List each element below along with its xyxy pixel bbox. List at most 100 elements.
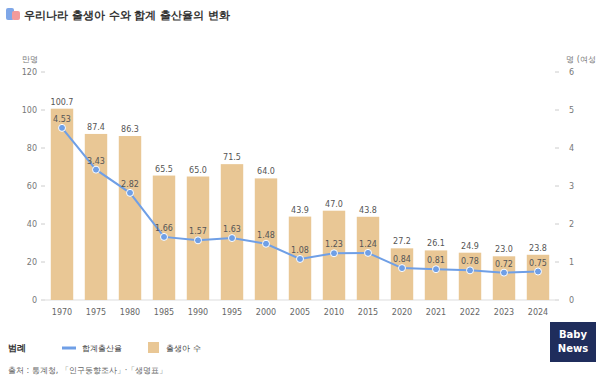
line-label: 0.75 bbox=[529, 259, 547, 268]
y2-tick-label: 1 bbox=[569, 258, 574, 267]
bar-label: 27.2 bbox=[393, 237, 411, 246]
bar-label: 43.8 bbox=[359, 206, 377, 215]
bar-label: 64.0 bbox=[257, 167, 275, 176]
line-label: 2.82 bbox=[121, 180, 139, 189]
y2-axis-label: 명 (여성 bbox=[566, 55, 596, 64]
bar-label: 43.9 bbox=[291, 206, 309, 215]
bar bbox=[493, 256, 515, 300]
bar-label: 24.9 bbox=[461, 242, 479, 251]
line-label: 1.24 bbox=[359, 240, 377, 249]
line-marker bbox=[331, 250, 338, 257]
x-tick-label: 1995 bbox=[222, 308, 242, 317]
logo-word: Baby bbox=[559, 329, 588, 340]
y2-tick bbox=[555, 186, 559, 187]
x-tick-label: 2023 bbox=[494, 308, 514, 317]
y-tick bbox=[41, 110, 45, 111]
x-tick-label: 2022 bbox=[460, 308, 480, 317]
y2-tick-label: 2 bbox=[569, 220, 574, 229]
line-marker bbox=[399, 265, 406, 272]
y2-tick-label: 4 bbox=[569, 144, 574, 153]
plot-area bbox=[51, 109, 549, 300]
bar bbox=[357, 217, 379, 300]
x-tick-label: 2010 bbox=[324, 308, 344, 317]
bar-label: 65.0 bbox=[189, 166, 207, 175]
x-tick-label: 2024 bbox=[528, 308, 548, 317]
y-tick-label: 0 bbox=[32, 296, 37, 305]
y2-tick-label: 6 bbox=[569, 68, 574, 77]
x-tick-label: 2000 bbox=[256, 308, 276, 317]
line-marker bbox=[501, 269, 508, 276]
y2-tick-label: 5 bbox=[569, 106, 574, 115]
y-axis-label: 만명 bbox=[22, 55, 38, 64]
background bbox=[0, 0, 600, 380]
legend: 범례합계출산율출생아 수 bbox=[8, 342, 201, 353]
line-marker bbox=[93, 166, 100, 173]
x-tick-label: 1980 bbox=[120, 308, 140, 317]
title: 우리나라 출생아 수와 합계 출산율의 변화 bbox=[24, 9, 230, 22]
line-label: 3.43 bbox=[87, 157, 105, 166]
y-tick bbox=[41, 72, 45, 73]
y-tick bbox=[41, 300, 45, 301]
bar-label: 86.3 bbox=[121, 125, 139, 134]
line-marker bbox=[127, 189, 134, 196]
data-labels: 100.7 87.4 86.3 65.5 65.0 71.5 64.0 43.9 47.0 43.… bbox=[51, 98, 547, 269]
y2-tick bbox=[555, 148, 559, 149]
legend-swatch bbox=[62, 347, 76, 350]
logo-box bbox=[550, 322, 596, 362]
logo-word: News bbox=[558, 343, 588, 354]
bar bbox=[527, 255, 549, 300]
bar bbox=[425, 250, 447, 300]
bar-label: 26.1 bbox=[427, 239, 445, 248]
line-label: 0.72 bbox=[495, 260, 513, 269]
line-label: 0.78 bbox=[461, 257, 479, 266]
y-tick bbox=[41, 262, 45, 263]
bar bbox=[221, 164, 243, 300]
line-label: 1.57 bbox=[189, 227, 207, 236]
bar-label: 100.7 bbox=[51, 98, 74, 107]
line-label: 1.48 bbox=[257, 231, 275, 240]
line-label: 0.84 bbox=[393, 255, 411, 264]
source: 출처 : 통계청, 「인구동향조사」·「생명표」 bbox=[8, 366, 167, 375]
x-tick-label: 2005 bbox=[290, 308, 310, 317]
y2-tick-label: 3 bbox=[569, 182, 574, 191]
line-marker bbox=[297, 255, 304, 262]
bar bbox=[255, 178, 277, 300]
legend-title: 범례 bbox=[8, 343, 26, 353]
line-label: 1.23 bbox=[325, 240, 343, 249]
y2-tick bbox=[555, 72, 559, 73]
x-tick-label: 2021 bbox=[426, 308, 446, 317]
line-marker bbox=[365, 249, 372, 256]
line-marker bbox=[535, 268, 542, 275]
logo: Baby News bbox=[558, 329, 588, 354]
line-marker bbox=[263, 240, 270, 247]
y-tick-label: 60 bbox=[27, 182, 37, 191]
y-tick bbox=[41, 224, 45, 225]
line-label: 4.53 bbox=[53, 115, 71, 124]
y-tick-label: 100 bbox=[22, 106, 37, 115]
x-tick-label: 1975 bbox=[86, 308, 106, 317]
bar-label: 87.4 bbox=[87, 123, 105, 132]
bar-label: 65.5 bbox=[155, 165, 173, 174]
x-tick-label: 2020 bbox=[392, 308, 412, 317]
line-label: 1.63 bbox=[223, 225, 241, 234]
line-marker bbox=[161, 233, 168, 240]
bar bbox=[459, 253, 481, 300]
y-tick-label: 80 bbox=[27, 144, 37, 153]
bar bbox=[85, 134, 107, 300]
line-label: 1.08 bbox=[291, 246, 309, 255]
y2-tick bbox=[555, 224, 559, 225]
y2-tick bbox=[555, 300, 559, 301]
bar bbox=[119, 136, 141, 300]
bar-label: 71.5 bbox=[223, 153, 241, 162]
bar bbox=[187, 177, 209, 301]
y-tick bbox=[41, 148, 45, 149]
y-tick-label: 20 bbox=[27, 258, 37, 267]
legend-swatch bbox=[148, 342, 159, 353]
line-label: 1.66 bbox=[155, 224, 173, 233]
chart: 우리나라 출생아 수와 합계 출산율의 변화만명명 (여성02040608010… bbox=[0, 0, 600, 380]
line-label: 0.81 bbox=[427, 256, 445, 265]
x-tick-label: 2015 bbox=[358, 308, 378, 317]
bar-label: 47.0 bbox=[325, 200, 343, 209]
bar-label: 23.8 bbox=[529, 244, 547, 253]
line-marker bbox=[433, 266, 440, 273]
